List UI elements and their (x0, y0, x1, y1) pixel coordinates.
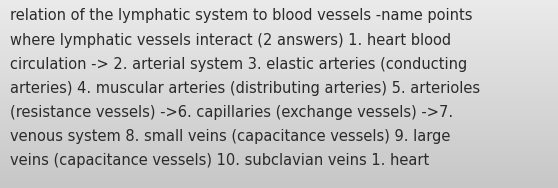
Text: where lymphatic vessels interact (2 answers) 1. heart blood: where lymphatic vessels interact (2 answ… (10, 33, 451, 48)
Text: relation of the lymphatic system to blood vessels -name points: relation of the lymphatic system to bloo… (10, 8, 473, 24)
Text: circulation -> 2. arterial system 3. elastic arteries (conducting: circulation -> 2. arterial system 3. ela… (10, 57, 467, 72)
Text: veins (capacitance vessels) 10. subclavian veins 1. heart: veins (capacitance vessels) 10. subclavi… (10, 153, 429, 168)
Text: arteries) 4. muscular arteries (distributing arteries) 5. arterioles: arteries) 4. muscular arteries (distribu… (10, 81, 480, 96)
Text: (resistance vessels) ->6. capillaries (exchange vessels) ->7.: (resistance vessels) ->6. capillaries (e… (10, 105, 453, 120)
Text: venous system 8. small veins (capacitance vessels) 9. large: venous system 8. small veins (capacitanc… (10, 129, 450, 144)
